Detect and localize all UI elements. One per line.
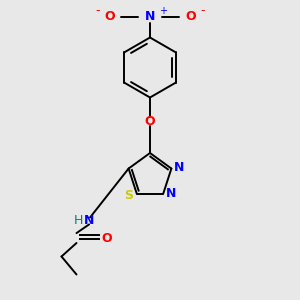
Text: O: O xyxy=(145,115,155,128)
Text: O: O xyxy=(185,10,196,23)
Text: O: O xyxy=(101,232,112,245)
Text: +: + xyxy=(160,6,167,16)
Text: O: O xyxy=(104,10,115,23)
Text: N: N xyxy=(145,10,155,23)
Text: -: - xyxy=(95,4,100,17)
Text: S: S xyxy=(124,189,133,202)
Text: H: H xyxy=(73,214,83,227)
Text: N: N xyxy=(84,214,94,227)
Text: -: - xyxy=(200,4,205,17)
Text: N: N xyxy=(174,161,184,174)
Text: N: N xyxy=(166,187,176,200)
